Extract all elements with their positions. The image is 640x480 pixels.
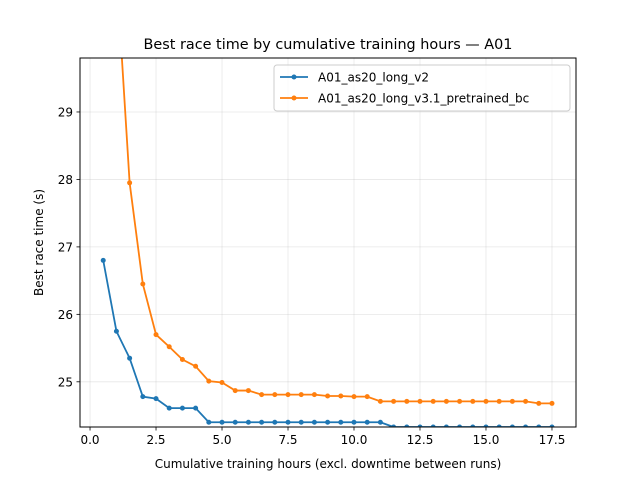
- y-tick-label: 28: [58, 173, 73, 187]
- data-point: [245, 419, 251, 425]
- legend-marker: [291, 74, 297, 80]
- series-1: [100, 257, 555, 427]
- data-point: [536, 400, 542, 406]
- data-point: [272, 419, 278, 425]
- data-point: [219, 419, 225, 425]
- chart-title: Best race time by cumulative training ho…: [144, 37, 513, 53]
- data-point: [470, 424, 476, 427]
- data-point: [259, 419, 265, 425]
- data-point: [509, 398, 515, 404]
- x-tick-label: 2.5: [146, 433, 165, 447]
- data-point: [417, 398, 423, 404]
- data-point: [325, 393, 331, 399]
- data-point: [483, 398, 489, 404]
- data-point: [443, 398, 449, 404]
- data-point: [206, 378, 212, 384]
- data-point: [259, 392, 265, 398]
- x-tick-label: 10.0: [341, 433, 368, 447]
- legend-label: A01_as20_long_v2: [318, 71, 429, 85]
- series-2: [120, 58, 555, 406]
- data-point: [391, 398, 397, 404]
- x-tick-label: 5.0: [212, 433, 231, 447]
- data-point: [325, 419, 331, 425]
- x-tick-label: 17.5: [539, 433, 566, 447]
- data-point: [298, 419, 304, 425]
- legend-label: A01_as20_long_v3.1_pretrained_bc: [318, 92, 529, 106]
- data-point: [523, 424, 529, 427]
- data-point: [391, 424, 397, 427]
- data-point: [140, 394, 146, 400]
- data-point: [285, 419, 291, 425]
- data-point: [430, 424, 436, 427]
- data-point: [140, 281, 146, 287]
- plot-area: [100, 58, 555, 427]
- series-line: [120, 58, 552, 405]
- data-point: [457, 398, 463, 404]
- data-point: [417, 424, 423, 427]
- data-point: [219, 379, 225, 385]
- x-axis-label: Cumulative training hours (excl. downtim…: [155, 457, 502, 471]
- data-point: [153, 332, 159, 338]
- data-point: [377, 398, 383, 404]
- data-point: [245, 388, 251, 394]
- data-point: [166, 344, 172, 350]
- data-point: [206, 419, 212, 425]
- legend-box: [273, 64, 571, 112]
- x-tick-label: 15.0: [473, 433, 500, 447]
- data-point: [338, 419, 344, 425]
- x-tick-label: 0.0: [80, 433, 99, 447]
- data-point: [193, 363, 199, 369]
- y-tick-label: 26: [58, 308, 73, 322]
- data-point: [523, 398, 529, 404]
- y-tick-label: 27: [58, 240, 73, 254]
- x-tick-label: 7.5: [278, 433, 297, 447]
- data-point: [351, 394, 357, 400]
- data-point: [100, 257, 106, 263]
- legend: A01_as20_long_v2 A01_as20_long_v3.1_pretr…: [273, 64, 571, 112]
- data-point: [549, 400, 555, 406]
- data-point: [338, 393, 344, 399]
- data-point: [364, 394, 370, 400]
- data-point: [509, 424, 515, 427]
- data-point: [536, 424, 542, 427]
- data-point: [193, 405, 199, 411]
- data-point: [377, 419, 383, 425]
- data-point: [311, 419, 317, 425]
- ticks: 0.0 2.5 5.0 7.5 10.0 12.5 15.0 17.5 25 26 27 28 29: [58, 105, 566, 447]
- data-point: [232, 419, 238, 425]
- data-point: [179, 357, 185, 363]
- data-point: [166, 405, 172, 411]
- data-point: [457, 424, 463, 427]
- data-point: [364, 419, 370, 425]
- y-tick-label: 25: [58, 375, 73, 389]
- x-tick-label: 12.5: [407, 433, 434, 447]
- data-point: [549, 424, 555, 427]
- data-point: [285, 392, 291, 398]
- y-tick-label: 29: [58, 105, 73, 119]
- data-point: [232, 388, 238, 394]
- grid: [80, 58, 576, 427]
- data-point: [127, 355, 133, 361]
- data-point: [496, 398, 502, 404]
- data-point: [298, 392, 304, 398]
- data-point: [443, 424, 449, 427]
- data-point: [470, 398, 476, 404]
- data-point: [404, 424, 410, 427]
- y-axis-label: Best race time (s): [32, 189, 46, 296]
- data-point: [311, 392, 317, 398]
- axes-frame: [79, 57, 577, 428]
- data-point: [153, 396, 159, 402]
- legend-marker: [291, 95, 297, 101]
- data-point: [272, 392, 278, 398]
- data-point: [113, 328, 119, 334]
- data-point: [483, 424, 489, 427]
- data-point: [351, 419, 357, 425]
- data-point: [430, 398, 436, 404]
- data-point: [496, 424, 502, 427]
- data-point: [127, 180, 133, 186]
- data-point: [404, 398, 410, 404]
- data-point: [179, 405, 185, 411]
